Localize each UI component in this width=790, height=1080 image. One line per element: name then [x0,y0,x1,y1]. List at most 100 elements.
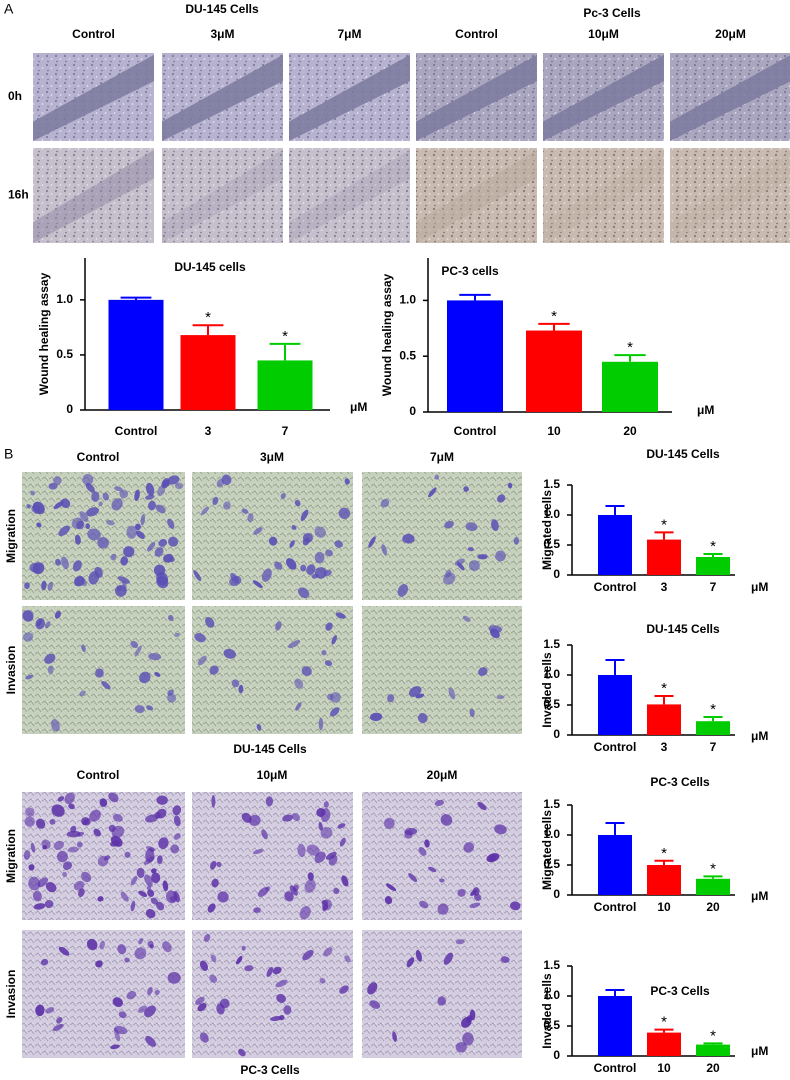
cell [173,815,181,827]
wound [33,149,154,243]
cell [147,542,156,552]
cell [418,847,427,856]
cell [168,475,180,485]
row-label: Migration [4,829,18,883]
cell [41,580,47,591]
cell [98,501,103,507]
cell [47,665,54,674]
y-tick-label: 1.5 [543,958,560,972]
cell [74,534,81,545]
cell [369,1000,381,1009]
cell [253,527,263,535]
cell [199,960,208,971]
cell [238,684,244,694]
cell [235,955,243,965]
significance: * [551,308,557,325]
cell [509,901,521,911]
cell [146,885,152,891]
cell [462,1032,474,1046]
cell [231,679,240,688]
cell [120,556,128,566]
cell [161,478,170,489]
cell [472,887,480,896]
cell [434,799,445,807]
bar [598,675,632,735]
cell [81,871,92,883]
column-label: Control [77,450,120,464]
cell [266,966,274,977]
cell [154,672,161,677]
cell [477,802,487,811]
cell [79,511,89,522]
cell [134,523,141,531]
error-bar [703,875,723,879]
error-bar [703,1042,723,1045]
cell [117,576,130,584]
cell [168,536,179,547]
cell [130,900,136,912]
wound [33,54,154,142]
column-label: 3μM [210,27,234,41]
cell [419,900,429,909]
cell [147,889,155,897]
cell [209,974,218,983]
y-tick-label: 1.5 [543,477,560,491]
cell [148,653,162,661]
cell [112,997,123,1008]
cell [93,828,101,837]
column-label: 7μM [430,450,454,464]
cell [44,900,54,909]
cell [162,880,169,892]
cell [294,678,304,689]
cell [126,525,137,539]
cell [157,855,163,865]
cell [64,792,75,805]
y-tick-label: 0.5 [56,347,73,361]
cell [437,996,447,1006]
x-tick-label: Control [594,740,637,754]
y-axis-label: Wound healing assay [380,273,394,396]
cell [110,553,117,561]
column-label: Control [72,27,115,41]
micrograph [192,792,353,920]
cell [124,851,131,858]
cell [302,949,314,961]
cell [335,612,346,619]
y-tick-label: 1.5 [543,797,560,811]
cell [285,558,297,570]
cell [58,525,71,537]
bar [447,300,503,412]
y-tick-label: 0.5 [543,857,560,871]
cell [320,808,331,822]
cell [76,520,85,530]
cell [197,1002,207,1012]
column-label: 3μM [260,450,284,464]
cell [22,632,34,642]
cell [25,807,35,817]
cell [61,556,69,570]
y-axis-label: Invaded cells [540,652,554,728]
cell [384,896,393,905]
micrograph [192,930,353,1058]
cell [494,824,507,835]
column-label: 20μM [427,768,458,782]
cell [454,558,465,566]
micrograph [289,148,410,243]
cell [68,803,75,810]
x-tick-label: 20 [623,424,637,438]
y-tick-label: 1.0 [543,988,560,1002]
cell [81,817,91,826]
y-tick-label: 0.5 [543,537,560,551]
micrograph [543,53,664,142]
cell [148,500,156,511]
cell [140,514,146,526]
column-label: Control [455,27,498,41]
cell [463,842,475,853]
cell [146,705,154,711]
cell [275,621,282,631]
cell [42,845,48,850]
cell [469,1009,476,1021]
cell [437,903,449,915]
cell [35,1004,45,1017]
cell [268,536,278,546]
